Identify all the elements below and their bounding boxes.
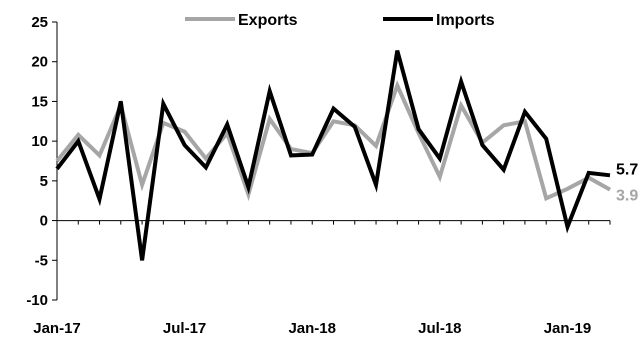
series-line-exports [55, 80, 611, 202]
y-tick-label: 15 [31, 93, 48, 110]
x-tick-label: Jan-18 [288, 320, 336, 337]
end-label-imports: 5.7 [616, 161, 638, 178]
x-tick-label: Jan-19 [544, 320, 592, 337]
y-tick-label: 5 [40, 173, 48, 190]
y-tick-label: -10 [26, 292, 48, 309]
series-lines [55, 50, 611, 261]
legend-label-exports: Exports [238, 12, 298, 29]
end-label-exports: 3.9 [616, 188, 638, 205]
y-tick-label: 25 [31, 14, 48, 31]
x-axis: Jan-17 Jul-17 Jan-18 Jul-18 Jan-19 [33, 220, 611, 337]
legend: Exports Imports [185, 12, 495, 29]
y-tick-label: 20 [31, 54, 48, 71]
y-tick-label: -5 [35, 252, 48, 269]
y-tick-label: 0 [40, 213, 48, 230]
legend-label-imports: Imports [436, 12, 495, 29]
x-tick-label: Jan-17 [33, 320, 81, 337]
x-tick-label: Jul-17 [163, 320, 206, 337]
x-tick-label: Jul-18 [418, 320, 461, 337]
series-line-imports [55, 50, 611, 261]
y-tick-label: 10 [31, 133, 48, 150]
end-labels: 3.9 5.7 [616, 161, 638, 204]
y-axis: -10 -5 0 5 10 15 20 25 [26, 14, 58, 309]
